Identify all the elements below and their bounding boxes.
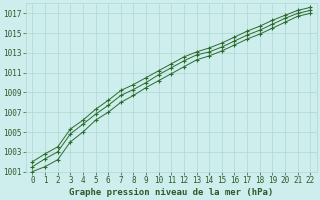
X-axis label: Graphe pression niveau de la mer (hPa): Graphe pression niveau de la mer (hPa)	[69, 188, 274, 197]
